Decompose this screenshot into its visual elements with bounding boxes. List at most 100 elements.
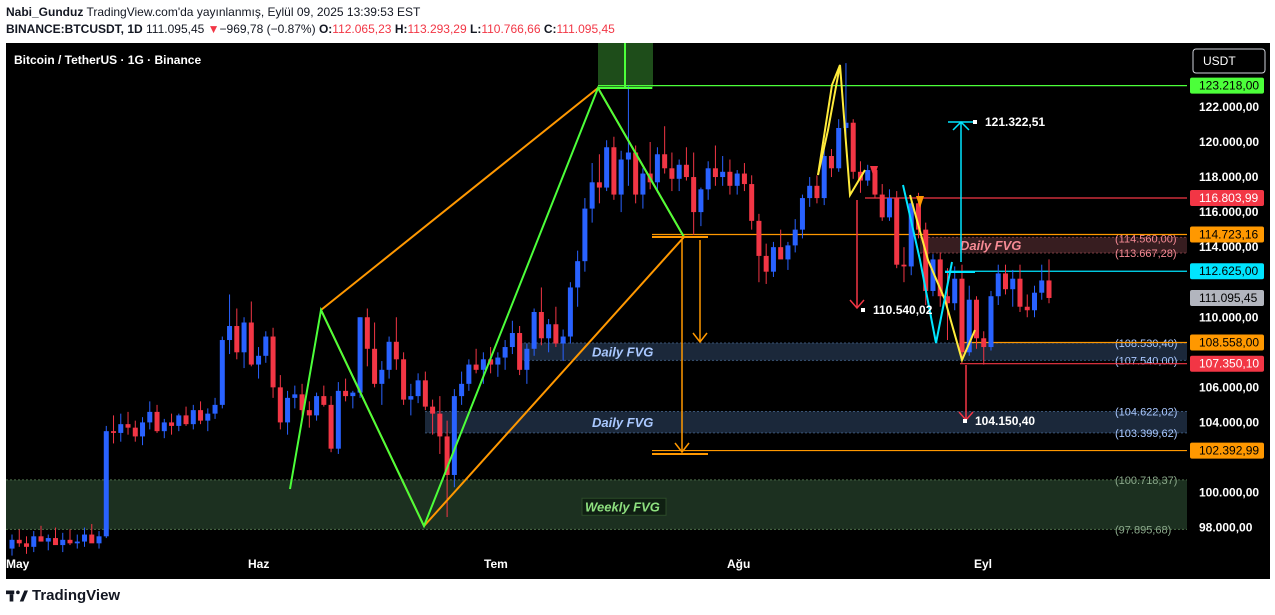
fvg-high-label: (100.718,37) <box>1115 475 1177 487</box>
candle-body <box>190 410 196 425</box>
candle-body <box>45 538 51 542</box>
cyan-arrow-head <box>952 120 970 131</box>
candle-body <box>430 406 436 414</box>
fvg-label: Daily FVG <box>960 238 1021 253</box>
candle-body <box>908 203 914 267</box>
price-tag <box>1190 442 1264 459</box>
y-tick-label: 98.000,00 <box>1199 521 1253 535</box>
price-tag <box>1190 290 1264 307</box>
candle-body <box>350 392 356 397</box>
price-tag-label: 114.723,16 <box>1199 227 1258 241</box>
candle-body <box>915 203 921 230</box>
candle-body <box>132 427 138 437</box>
y-tick-label: 122.000,00 <box>1199 100 1259 114</box>
candle-body <box>843 122 849 128</box>
fvg-high-label: (114.560,00) <box>1115 233 1177 245</box>
candle-body <box>125 424 131 428</box>
fvg-low-label: (103.399,62) <box>1115 428 1177 440</box>
candle-body <box>488 359 494 365</box>
candle-body <box>981 338 987 348</box>
candle-body <box>734 173 740 186</box>
candle-body <box>343 390 349 397</box>
candle-body <box>415 380 421 397</box>
currency-button[interactable] <box>1192 48 1266 74</box>
high-label: H: <box>394 22 408 36</box>
price-change: −969,78 (−0.87%) <box>219 22 316 36</box>
candle-body <box>886 198 892 218</box>
price-tag <box>1190 263 1264 280</box>
candle-body <box>270 336 276 388</box>
candle-body <box>1024 306 1030 311</box>
fvg-low-label: (107.540,00) <box>1115 355 1177 367</box>
candle-body <box>662 154 668 169</box>
fvg-label: Daily FVG <box>592 345 653 360</box>
price-tag-label: 102.392,99 <box>1199 444 1259 458</box>
publish-info: TradingView.com'da yayınlanmış, Eylül 09… <box>86 5 421 19</box>
target-dot <box>963 419 967 423</box>
tradingview-brand[interactable]: TradingView <box>6 587 120 604</box>
candle-body <box>749 184 755 221</box>
candle-body <box>379 369 385 384</box>
candle-body <box>582 208 588 262</box>
target-label: 121.322,51 <box>985 115 1045 129</box>
candle-body <box>836 127 842 169</box>
publisher-name: Nabi_Gunduz <box>6 5 84 19</box>
candle-body <box>386 341 392 370</box>
y-tick-label: 106.000,00 <box>1199 380 1259 394</box>
candle-body <box>814 185 820 199</box>
candle-body <box>676 164 682 179</box>
candle-body <box>1002 273 1008 290</box>
green-pattern-line <box>289 85 685 529</box>
candle-body <box>335 390 341 449</box>
candle-body <box>111 431 117 433</box>
fvg-low-label: (97.895,68) <box>1115 524 1171 536</box>
close-value: 111.095,45 <box>556 22 615 36</box>
fvg-zone <box>520 343 1187 361</box>
candle-body <box>241 322 247 353</box>
candle-body <box>799 198 805 230</box>
price-tag-label: 123.218,00 <box>1199 79 1259 93</box>
candle-body <box>451 396 457 475</box>
fvg-zone <box>920 237 1187 253</box>
red-marker-icon <box>870 166 878 178</box>
high-value: 113.293,29 <box>407 22 467 36</box>
x-tick-label: May <box>6 557 30 571</box>
candle-body <box>24 543 30 547</box>
x-tick-label: Eyl <box>974 557 992 571</box>
target-dot <box>861 308 865 312</box>
fvg-label-bg <box>581 497 667 516</box>
candle-body <box>995 273 1001 297</box>
candle-body <box>459 383 465 397</box>
candle-body <box>60 539 66 546</box>
candle-body <box>553 324 559 344</box>
y-tick-label: 118.000,00 <box>1199 170 1259 184</box>
candle-body <box>198 410 204 421</box>
yellow-pattern-line <box>817 64 841 176</box>
candle-body <box>792 229 798 246</box>
candle-body <box>82 534 88 542</box>
candle-body <box>604 147 610 188</box>
candle-body <box>509 333 515 348</box>
candle-body <box>161 422 167 432</box>
close-label: C: <box>543 22 557 36</box>
y-tick-label: 110.000,00 <box>1199 310 1259 324</box>
y-tick-label: 114.000,00 <box>1199 240 1259 254</box>
candle-body <box>756 220 762 256</box>
candle-body <box>763 255 769 272</box>
candle-body <box>74 541 80 544</box>
candle-body <box>712 168 718 178</box>
change-arrow-icon: ▼ <box>207 22 220 36</box>
candle-body <box>292 394 298 398</box>
candle-body <box>567 287 573 337</box>
fvg-label: Daily FVG <box>592 415 653 430</box>
price-tag <box>1190 355 1264 372</box>
candle-body <box>1046 280 1052 298</box>
price-tag <box>1190 190 1264 207</box>
currency-button-label: USDT <box>1203 54 1236 68</box>
candle-body <box>531 311 537 349</box>
price-chart[interactable]: Daily FVG (114.560,00) (113.667,28) Daily F… <box>0 43 1275 579</box>
candle-body <box>234 326 240 353</box>
candle-body <box>720 171 726 178</box>
candle-body <box>575 261 581 288</box>
chart-legend-title: Bitcoin / TetherUS · 1G · Binance <box>14 53 201 67</box>
